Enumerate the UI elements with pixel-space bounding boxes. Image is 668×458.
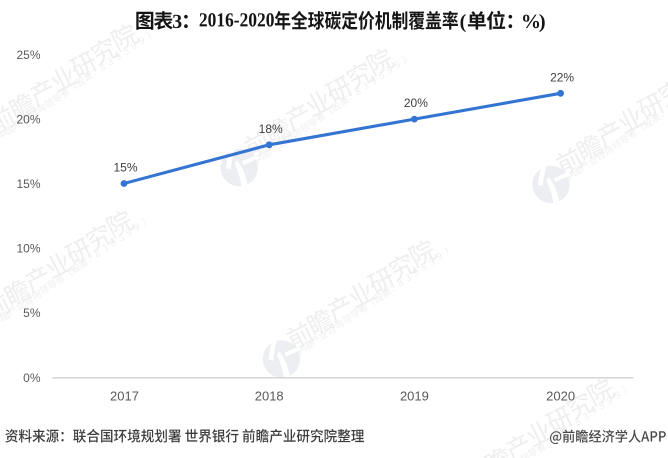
svg-text:15%: 15%: [16, 177, 40, 191]
svg-text:0%: 0%: [23, 371, 41, 385]
svg-text:2020: 2020: [546, 389, 575, 404]
svg-text:2019: 2019: [400, 389, 429, 404]
svg-text:2018: 2018: [255, 389, 284, 404]
svg-text:22%: 22%: [550, 70, 574, 84]
svg-text:20%: 20%: [16, 112, 40, 126]
svg-text:15%: 15%: [113, 161, 137, 175]
svg-text:18%: 18%: [259, 122, 283, 136]
svg-text:25%: 25%: [16, 48, 40, 62]
svg-text:20%: 20%: [404, 96, 428, 110]
svg-text:10%: 10%: [16, 242, 40, 256]
svg-text:5%: 5%: [23, 306, 41, 320]
svg-text:2017: 2017: [110, 389, 139, 404]
